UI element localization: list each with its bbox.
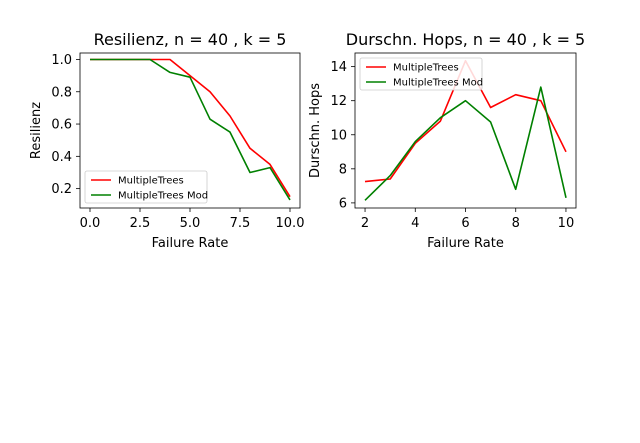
y-tick-label: 6 xyxy=(339,196,347,211)
legend-label: MultipleTrees Mod xyxy=(393,78,483,89)
legend-label: MultipleTrees Mod xyxy=(118,191,208,202)
y-axis-label: Durschn. Hops xyxy=(308,83,323,178)
y-tick-label: 0.4 xyxy=(51,150,72,165)
chart-title: Durschn. Hops, n = 40 , k = 5 xyxy=(346,30,585,49)
series-line-multipletrees-mod xyxy=(364,86,567,201)
y-tick-label: 12 xyxy=(330,94,347,109)
x-tick-label: 10.0 xyxy=(276,216,305,231)
legend-label: MultipleTrees xyxy=(393,63,459,74)
legend-box xyxy=(84,170,208,204)
y-axis-label: Resilienz xyxy=(29,102,44,159)
y-tick-label: 0.6 xyxy=(51,118,72,133)
x-tick-label: 2.5 xyxy=(130,216,151,231)
legend-label: MultipleTrees xyxy=(118,176,184,187)
chart-2: Durschn. Hops, n = 40 , k = 5 2 4 6 8 10 6 8 10 1… xyxy=(308,30,585,251)
x-tick-label: 10 xyxy=(558,216,575,231)
x-axis-label: Failure Rate xyxy=(427,236,504,251)
y-tick-label: 0.8 xyxy=(51,85,72,100)
legend: MultipleTrees MultipleTrees Mod xyxy=(359,57,483,91)
x-tick-label: 2 xyxy=(361,216,369,231)
x-axis-label: Failure Rate xyxy=(152,236,229,251)
y-tick-label: 14 xyxy=(330,60,347,75)
legend-box xyxy=(359,57,483,91)
x-tick-label: 8 xyxy=(512,216,520,231)
x-tick-label: 6 xyxy=(461,216,469,231)
x-tick-label: 7.5 xyxy=(230,216,251,231)
x-tick-label: 0.0 xyxy=(80,216,101,231)
series-line-multipletrees-mod xyxy=(90,58,291,201)
x-tick-label: 4 xyxy=(411,216,419,231)
y-tick-label: 10 xyxy=(330,128,347,143)
x-tick-label: 5.0 xyxy=(180,216,201,231)
chart-1: Resilienz, n = 40 , k = 5 0.0 2.5 5.0 7.5 10.… xyxy=(29,30,304,251)
y-tick-label: 0.2 xyxy=(51,182,72,197)
chart-title: Resilienz, n = 40 , k = 5 xyxy=(94,30,287,49)
legend: MultipleTrees MultipleTrees Mod xyxy=(84,170,208,204)
y-tick-label: 1.0 xyxy=(51,53,72,68)
y-tick-label: 8 xyxy=(339,162,347,177)
